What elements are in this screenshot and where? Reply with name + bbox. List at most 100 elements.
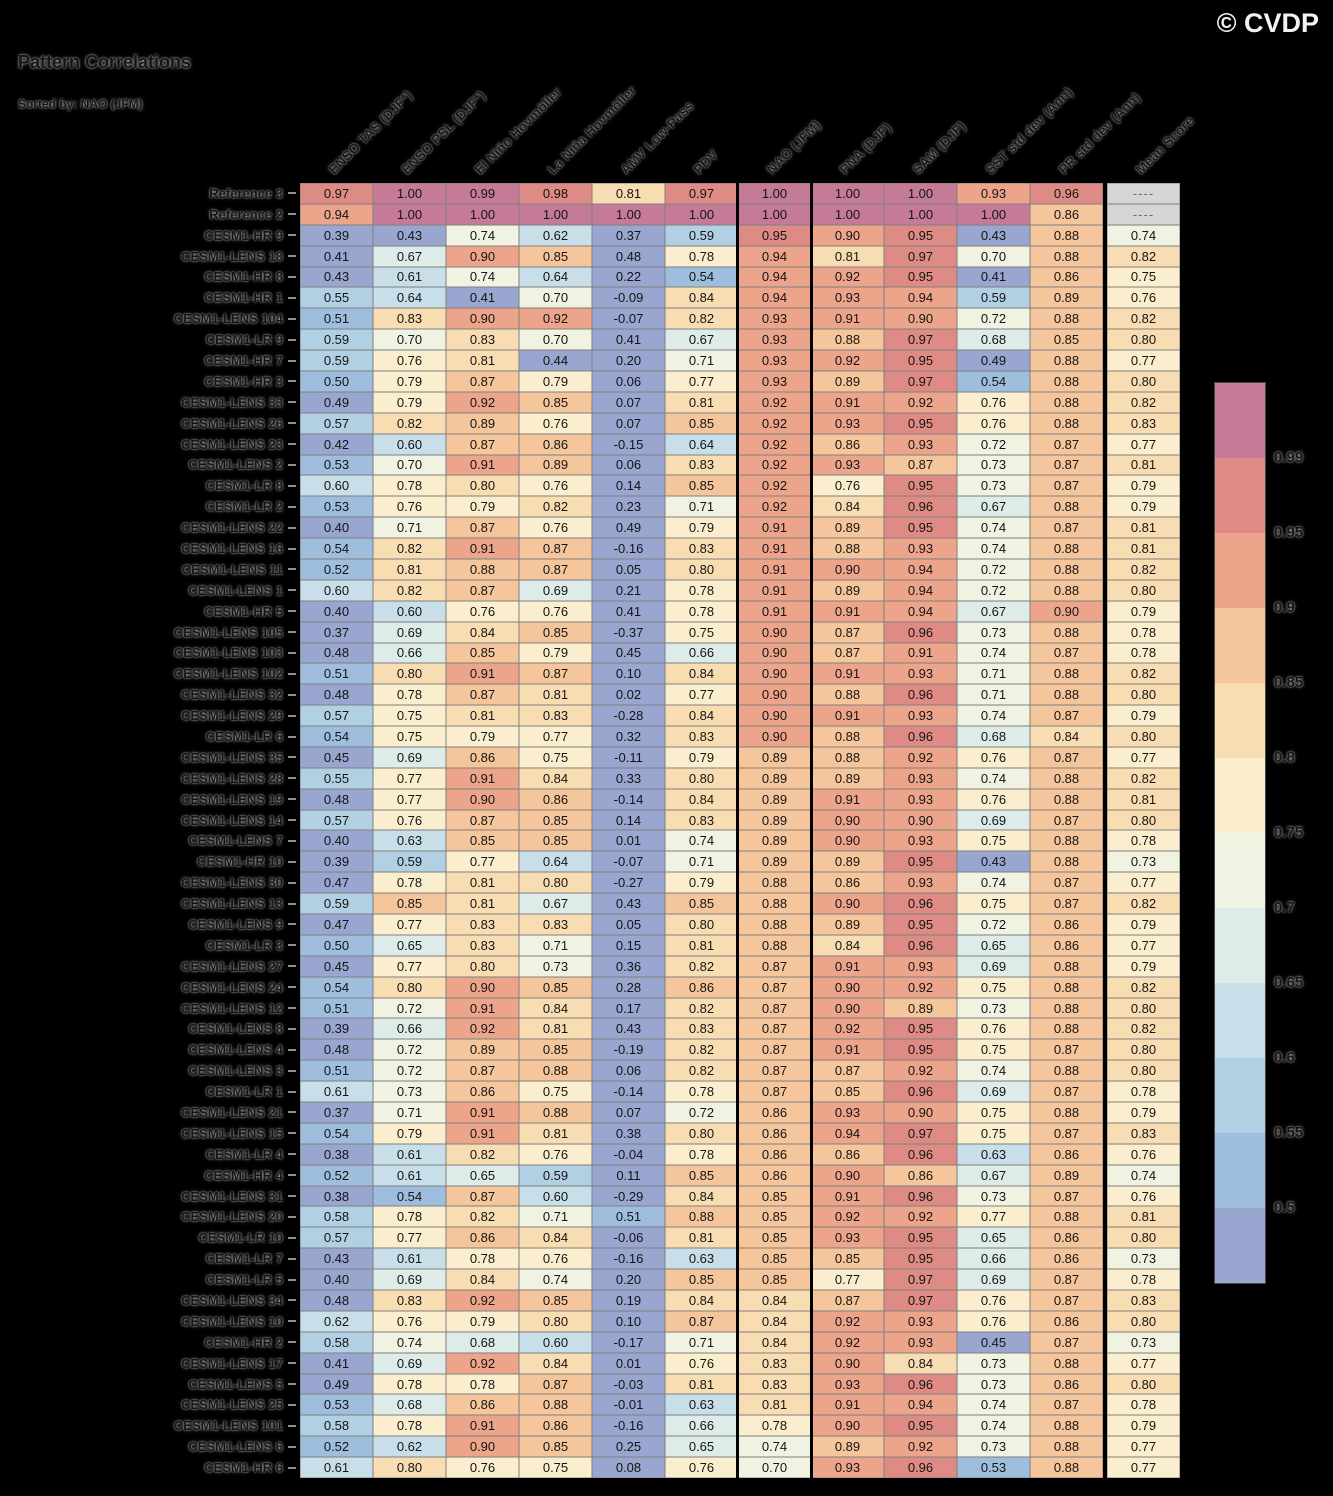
heatmap-cell: 0.79: [446, 726, 519, 747]
heatmap-cell: 0.89: [1030, 287, 1103, 309]
heatmap-cell: 0.81: [446, 872, 519, 894]
heatmap-cell: 0.81: [1107, 788, 1180, 810]
heatmap-cell: 0.76: [519, 475, 592, 497]
heatmap-cell: 0.88: [1030, 1352, 1103, 1374]
heatmap-cell: -0.29: [592, 1185, 665, 1207]
heatmap-cell: 0.84: [665, 287, 738, 309]
heatmap-cell: 0.87: [1030, 872, 1103, 894]
heatmap-cell: 0.73: [957, 1352, 1030, 1374]
heatmap-cell: 0.96: [884, 1457, 957, 1478]
heatmap-cell: 0.22: [592, 266, 665, 288]
heatmap-cell: 0.87: [446, 1185, 519, 1207]
heatmap-cell: 0.95: [884, 1039, 957, 1061]
heatmap-cell: 0.91: [738, 517, 811, 539]
row-tick: [288, 1236, 296, 1239]
row-tick: [288, 1257, 296, 1260]
heatmap-cell: 0.88: [811, 684, 884, 706]
heatmap-cell: 0.87: [738, 1081, 811, 1103]
heatmap-cell: 0.88: [1030, 1018, 1103, 1040]
heatmap-cell: 0.74: [957, 1394, 1030, 1416]
heatmap-cell: 0.65: [957, 934, 1030, 956]
heatmap-cell: 0.71: [665, 851, 738, 873]
colorbar-tick-label: 0.9: [1274, 599, 1295, 616]
heatmap-cell: 0.88: [1030, 558, 1103, 580]
heatmap-cell: 0.90: [884, 809, 957, 831]
heatmap-cell: 0.93: [811, 1227, 884, 1249]
heatmap-cell: 0.93: [884, 767, 957, 789]
heatmap-cell: 0.78: [665, 245, 738, 267]
heatmap-cell: 0.85: [446, 830, 519, 852]
row-label: CESM1-LR 9: [205, 332, 283, 348]
heatmap-cell: 0.95: [884, 517, 957, 539]
heatmap-cell: 0.87: [1030, 1394, 1103, 1416]
heatmap-cell: 0.68: [446, 1331, 519, 1353]
colorbar-segment: [1215, 1133, 1265, 1208]
heatmap-cell: 0.77: [665, 684, 738, 706]
row-tick: [288, 714, 296, 717]
heatmap-cell: 0.88: [1030, 308, 1103, 330]
heatmap-cell: 0.42: [300, 433, 373, 455]
heatmap-cell: -0.27: [592, 872, 665, 894]
heatmap-cell: 0.82: [1107, 391, 1180, 413]
heatmap-cell: 0.97: [884, 370, 957, 392]
heatmap-cell: 0.82: [1107, 663, 1180, 685]
heatmap-cell: 0.87: [811, 642, 884, 664]
heatmap-cell: 0.88: [1030, 1102, 1103, 1123]
colorbar-tick-label: 0.99: [1274, 449, 1304, 466]
heatmap-cell: 0.80: [373, 1457, 446, 1478]
page-title: Pattern Correlations: [18, 52, 192, 72]
heatmap-cell: 0.20: [592, 1269, 665, 1291]
heatmap-cell: 0.94: [884, 579, 957, 601]
heatmap-cell: 0.97: [665, 183, 738, 204]
heatmap-cell: 0.91: [884, 642, 957, 664]
heatmap-cell: 0.70: [957, 245, 1030, 267]
row-tick: [288, 1466, 296, 1469]
heatmap-cell: 0.87: [811, 621, 884, 643]
heatmap-cell: 0.88: [1030, 1415, 1103, 1437]
heatmap-cell: 0.82: [665, 955, 738, 977]
heatmap-cell: 0.89: [1030, 1164, 1103, 1186]
heatmap-cell: 1.00: [373, 183, 446, 204]
heatmap-cell: 0.83: [373, 1290, 446, 1311]
heatmap-cell: 0.60: [300, 579, 373, 601]
heatmap-cell: 0.73: [519, 955, 592, 977]
heatmap-cell: 0.61: [300, 1081, 373, 1103]
heatmap-cell: 0.95: [884, 224, 957, 246]
heatmap-cell: 0.77: [1107, 1436, 1180, 1458]
heatmap-cell: 0.81: [1107, 538, 1180, 559]
colorbar-tick-label: 0.55: [1274, 1124, 1304, 1141]
heatmap-cell: 0.80: [446, 475, 519, 497]
heatmap-cell: 0.74: [957, 767, 1030, 789]
heatmap-cell: 0.39: [300, 1018, 373, 1040]
heatmap-cell: 0.79: [373, 391, 446, 413]
heatmap-cell: 0.28: [592, 976, 665, 998]
heatmap-cell: 0.77: [446, 851, 519, 873]
heatmap-cell: 0.76: [373, 496, 446, 518]
row-label: CESM1-LENS 25: [181, 1397, 283, 1413]
colorbar: [1214, 382, 1266, 1284]
heatmap-cell: 0.91: [446, 538, 519, 559]
row-tick: [288, 359, 296, 362]
heatmap-cell: 0.85: [519, 1290, 592, 1311]
heatmap-cell: 0.88: [1030, 851, 1103, 873]
heatmap-cell: 0.06: [592, 1060, 665, 1082]
heatmap-cell: 0.91: [811, 705, 884, 727]
heatmap-cell: 0.82: [373, 412, 446, 434]
heatmap-cell: 0.88: [1030, 412, 1103, 434]
heatmap-cell: 0.07: [592, 1102, 665, 1123]
heatmap-cell: 0.91: [811, 308, 884, 330]
heatmap-cell: 0.55: [300, 287, 373, 309]
heatmap-cell: 0.69: [957, 1269, 1030, 1291]
heatmap-cell: 0.52: [300, 1164, 373, 1186]
row-tick: [288, 1195, 296, 1198]
heatmap-cell: 0.87: [1030, 1269, 1103, 1291]
heatmap-cell: 0.71: [373, 1102, 446, 1123]
heatmap-cell: 0.74: [373, 1331, 446, 1353]
heatmap-cell: 0.87: [446, 370, 519, 392]
row-tick: [288, 1007, 296, 1010]
heatmap-cell: 1.00: [446, 203, 519, 225]
heatmap-cell: 0.48: [300, 1290, 373, 1311]
heatmap-cell: 0.77: [1107, 350, 1180, 371]
heatmap-cell: 0.76: [1107, 287, 1180, 309]
heatmap-cell: 0.92: [884, 391, 957, 413]
